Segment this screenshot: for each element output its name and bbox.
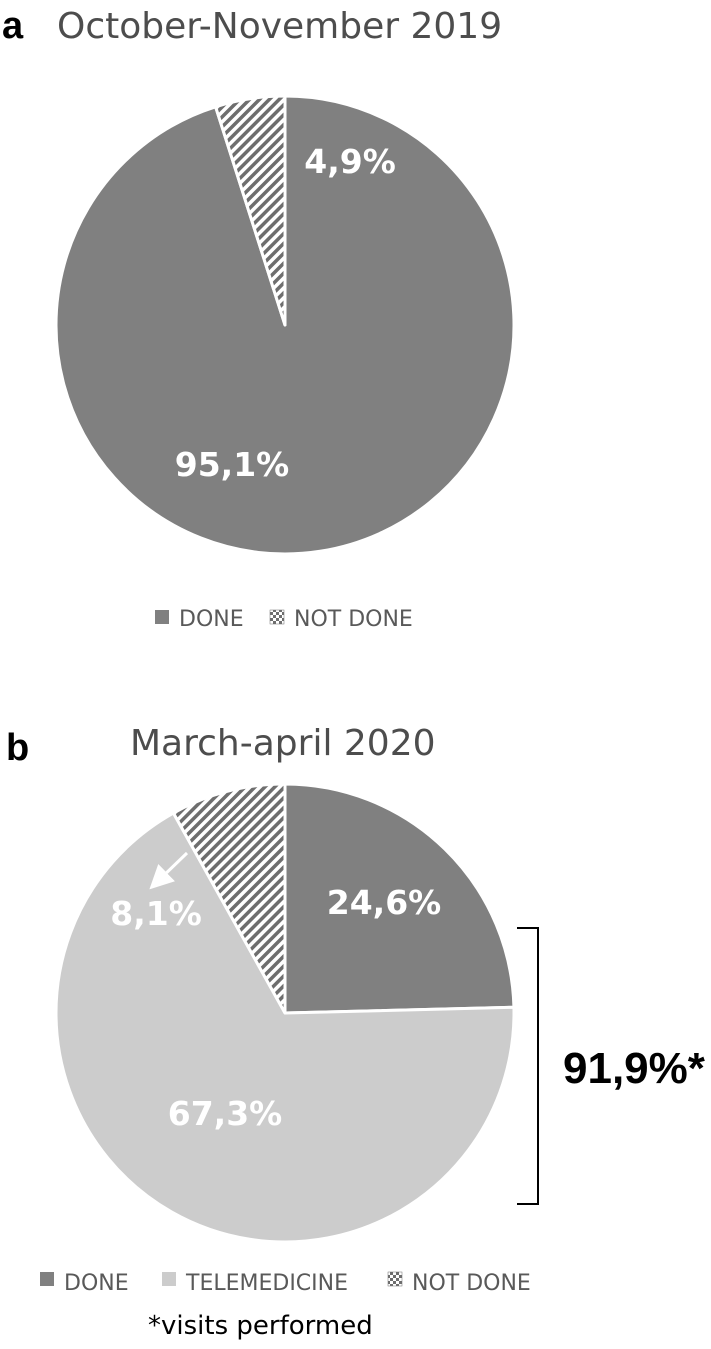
- panel-a-legend: DONE NOT DONE: [155, 607, 413, 632]
- panel-b-title: March-april 2020: [130, 723, 436, 764]
- panel-b-slice-not-done: [171, 782, 287, 1015]
- panel-b-legend-swatch-telemedicine: [162, 1272, 176, 1286]
- panel-b-legend-swatch-not-done: [387, 1271, 403, 1287]
- panel-b-legend-label-done: DONE: [64, 1271, 129, 1296]
- panel-b-slice-label-telemedicine: 67,3%: [168, 1094, 283, 1133]
- panel-b-slice-label-not-done: 8,1%: [110, 894, 202, 933]
- panel-a-legend-label-not-done: NOT DONE: [294, 607, 413, 632]
- panel-b: b March-april 2020 24,6% 67,3% 8,1% 91,9…: [6, 723, 706, 1341]
- panel-b-slice-telemedicine: [54, 811, 516, 1244]
- panel-b-legend-label-telemedicine: TELEMEDICINE: [185, 1271, 348, 1296]
- panel-a-slice-not-done: [214, 94, 287, 327]
- panel-b-footnote: *visits performed: [148, 1311, 373, 1341]
- panel-a-legend-swatch-done: [155, 610, 169, 624]
- panel-b-legend-label-not-done: NOT DONE: [412, 1271, 531, 1296]
- panel-b-legend: DONE TELEMEDICINE NOT DONE: [40, 1271, 531, 1296]
- panel-b-pie: [54, 782, 516, 1244]
- panel-b-not-done-arrow: [149, 851, 189, 890]
- panel-b-slice-done: [283, 782, 516, 1015]
- panel-b-legend-swatch-done: [40, 1272, 54, 1286]
- panel-a-letter: a: [2, 5, 24, 47]
- panel-a-slice-label-not-done: 4,9%: [304, 142, 396, 181]
- panel-b-bracket-label: 91,9%*: [563, 1044, 706, 1093]
- panel-a-pie: [54, 94, 516, 556]
- panel-b-letter: b: [6, 727, 29, 769]
- panel-b-slice-label-done: 24,6%: [327, 883, 442, 922]
- panel-a: a October-November 2019 4,9% 95,1% DONE …: [2, 5, 516, 632]
- panel-a-title: October-November 2019: [57, 6, 502, 47]
- panel-a-legend-label-done: DONE: [179, 607, 244, 632]
- panel-b-bracket: [517, 927, 539, 1205]
- panel-a-slice-label-done: 95,1%: [175, 445, 290, 484]
- panel-a-legend-swatch-not-done: [269, 609, 285, 625]
